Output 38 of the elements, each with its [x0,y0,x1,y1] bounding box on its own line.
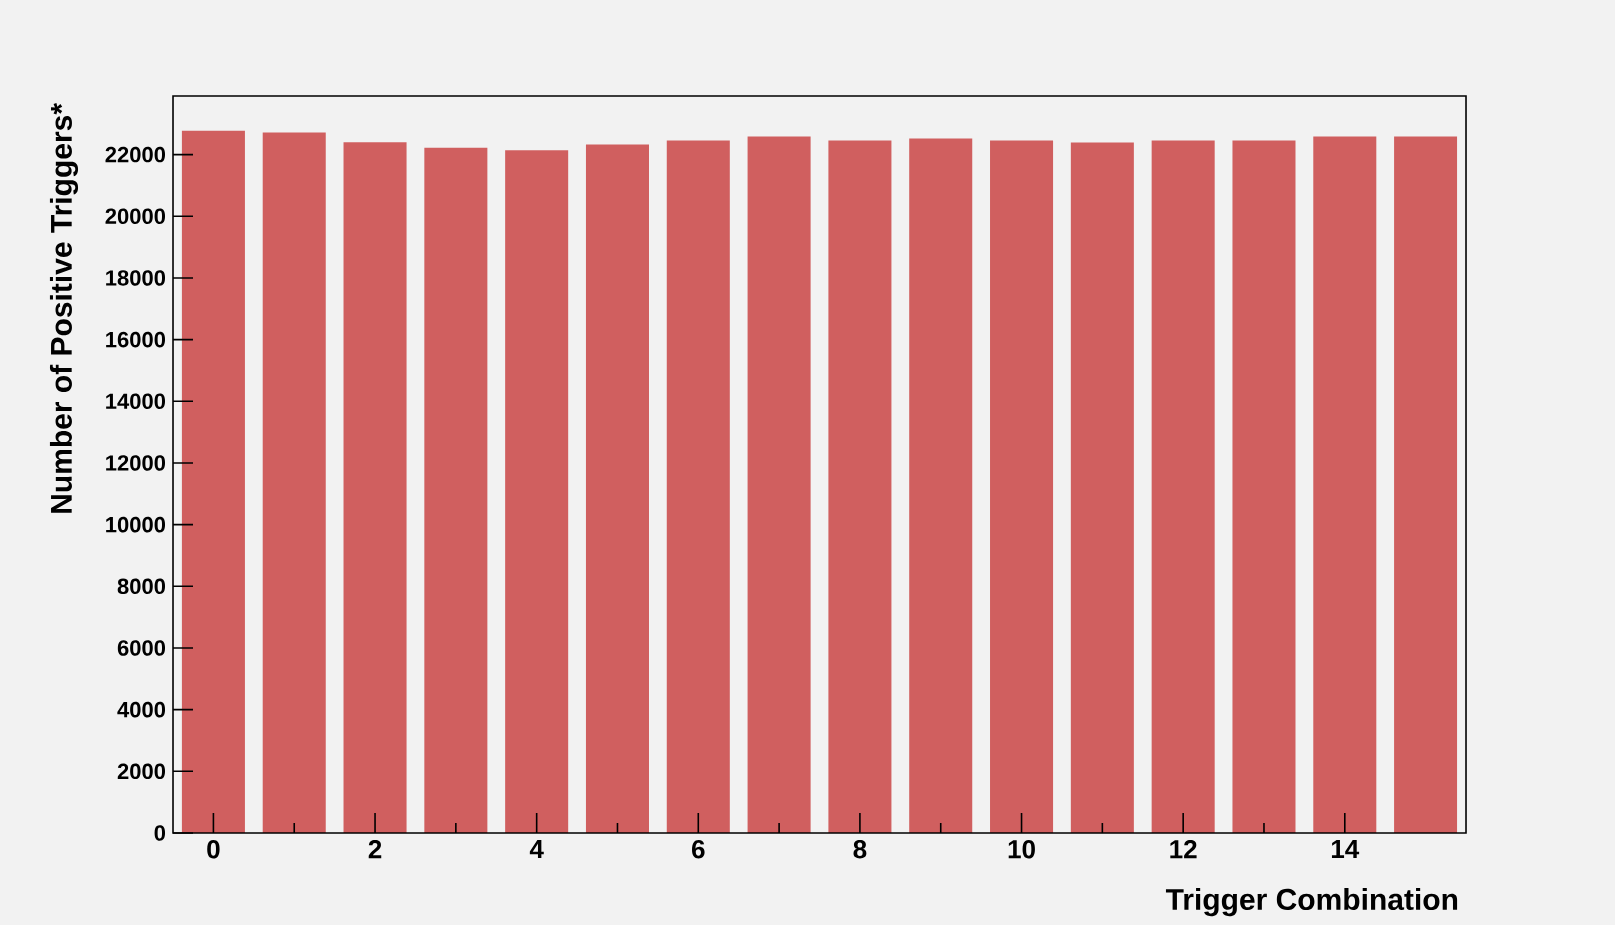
y-tick-label: 0 [154,825,166,841]
y-tick-label: 4000 [117,701,166,718]
bar [990,140,1054,833]
x-tick-label: 4 [529,840,544,858]
bar [1394,136,1458,833]
x-tick-label: 6 [692,840,705,859]
bar [747,136,811,833]
x-tick-label: 2 [368,840,382,859]
x-tick-label: 10 [1008,840,1035,859]
y-tick-label: 16000 [106,331,166,348]
bar [1151,140,1215,833]
y-tick-label: 18000 [106,270,166,286]
bar [1070,142,1134,833]
y-tick-label: 22000 [105,146,166,163]
bar [909,138,973,833]
bar [262,132,326,833]
bar [585,144,649,833]
bar [424,147,488,833]
bar [666,140,730,833]
y-tick-label: 6000 [117,640,166,656]
y-tick-label: 8000 [117,578,166,595]
y-tick-label: 2000 [117,763,166,780]
bar [505,150,569,833]
x-tick-label: 8 [853,840,867,859]
x-tick-label: 0 [207,840,220,859]
y-tick-label: 14000 [106,393,166,410]
y-tick-label: 12000 [106,455,166,471]
x-axis-title: Trigger Combination [1165,888,1458,917]
bar [1313,136,1377,833]
y-tick-label: 20000 [105,208,166,225]
bar [828,140,892,833]
y-tick-label: 10000 [106,516,166,533]
x-tick-label: 12 [1170,840,1197,859]
y-axis-title: Number of Positive Triggers* [49,103,79,513]
bar [1232,140,1296,833]
bar [343,142,407,833]
bar [181,130,245,833]
x-tick-label: 14 [1331,840,1360,858]
